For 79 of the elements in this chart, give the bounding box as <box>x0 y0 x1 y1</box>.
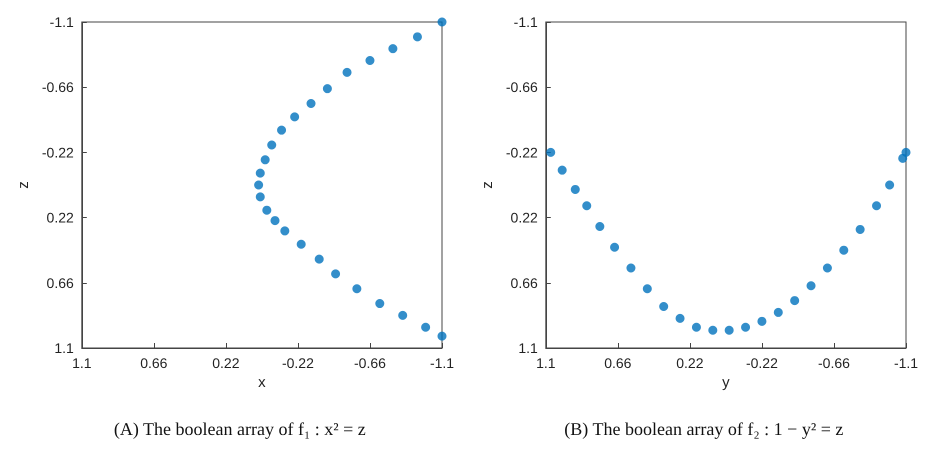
point <box>595 222 604 231</box>
point <box>872 201 882 210</box>
point <box>885 180 894 190</box>
x-axis-title: x <box>258 374 266 391</box>
point <box>331 269 340 278</box>
point <box>280 226 290 236</box>
point <box>260 155 270 164</box>
point <box>262 206 272 215</box>
point <box>757 316 766 326</box>
point <box>741 322 750 332</box>
x-tick-label: 0.22 <box>676 355 704 371</box>
point <box>342 68 352 77</box>
point <box>642 284 652 294</box>
point <box>375 299 384 308</box>
point <box>421 322 430 332</box>
point <box>438 332 446 341</box>
text: (A) The boolean array of f₁ : x² = z <box>114 419 366 439</box>
point <box>296 240 306 249</box>
point <box>659 302 668 312</box>
point <box>790 296 800 306</box>
point <box>412 32 422 42</box>
point <box>708 326 718 335</box>
point <box>626 263 636 272</box>
y-axis-title: z <box>15 181 32 189</box>
point <box>839 246 848 255</box>
x-tick-label: 0.66 <box>604 355 632 371</box>
point <box>692 322 701 332</box>
x-tick-label: -0.22 <box>746 355 778 371</box>
x-tick-label: 0.66 <box>140 355 168 371</box>
x-tick-label: -0.66 <box>818 355 850 371</box>
point <box>388 44 398 54</box>
y-tick-label: -0.66 <box>42 79 74 96</box>
y-tick-label: 0.22 <box>510 210 538 226</box>
x-tick-label: 0.22 <box>212 355 240 371</box>
point <box>270 216 280 226</box>
point <box>306 99 316 108</box>
y-tick-label: 1.1 <box>54 340 74 356</box>
point <box>398 310 408 320</box>
x-tick-label: -1.1 <box>430 355 454 371</box>
point <box>365 56 374 66</box>
y-axis-title: z <box>479 181 496 189</box>
point <box>267 140 276 150</box>
point <box>724 326 734 335</box>
point <box>676 314 685 323</box>
y-tick-label: -0.22 <box>506 144 538 160</box>
x-tick-label: -0.66 <box>354 355 386 371</box>
point <box>610 242 620 252</box>
x-tick-label: -0.22 <box>282 355 314 371</box>
point <box>774 308 783 317</box>
x-tick-label: -1.1 <box>894 355 918 371</box>
point <box>558 166 567 175</box>
point <box>254 180 264 190</box>
point <box>256 192 265 202</box>
point <box>582 201 592 210</box>
point <box>438 18 446 26</box>
y-tick-label: 0.66 <box>510 274 538 291</box>
y-tick-label: -1.1 <box>514 14 538 30</box>
y-tick-label: 1.1 <box>518 340 538 356</box>
point <box>856 224 865 234</box>
point <box>314 254 324 264</box>
y-tick-label: 0.66 <box>46 274 74 291</box>
y-tick-label: -1.1 <box>50 14 74 30</box>
x-tick-label: 1.1 <box>536 355 556 371</box>
point <box>822 263 832 272</box>
point <box>322 84 332 94</box>
point <box>290 112 300 122</box>
text: (B) The boolean array of f₂ : 1 − y² = z <box>564 419 844 439</box>
y-tick-label: -0.22 <box>42 144 74 160</box>
x-axis-title: y <box>722 374 730 391</box>
point <box>806 281 816 290</box>
y-tick-label: 0.22 <box>46 210 74 226</box>
y-tick-label: -0.66 <box>506 79 538 96</box>
point <box>277 126 286 135</box>
point <box>570 184 580 194</box>
point <box>352 284 362 294</box>
point <box>546 148 556 157</box>
x-tick-label: 1.1 <box>72 355 92 371</box>
point <box>902 148 910 157</box>
point <box>256 168 265 178</box>
